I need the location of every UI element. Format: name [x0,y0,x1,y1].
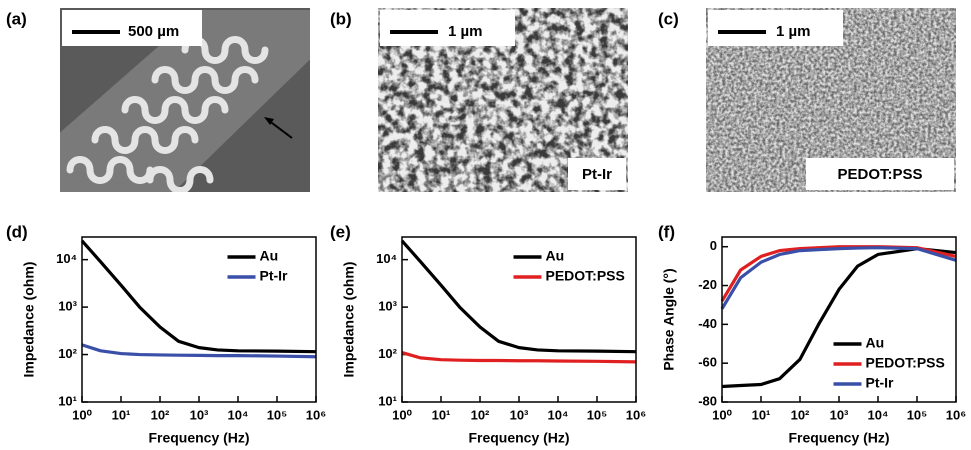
caption-box [806,158,954,190]
x-tick-label: 10¹ [112,407,131,422]
caption-box [568,158,626,190]
legend-label: Au [260,248,279,264]
y-tick-label: 10¹ [58,393,77,408]
data-line [80,239,317,354]
x-tick-label: 10⁶ [306,407,326,422]
x-tick-label: 10⁰ [712,407,732,422]
legend-label: PEDOT:PSS [866,355,945,371]
y-tick-label: 10² [58,346,77,361]
y-tick-label: -80 [698,393,717,408]
x-tick-label: 10⁵ [587,407,608,422]
y-tick-label: -60 [698,355,717,370]
x-tick-label: 10³ [190,407,209,422]
x-tick-label: 10¹ [432,407,451,422]
x-tick-label: 10¹ [752,407,771,422]
legend-label: Pt-Ir [866,375,895,391]
image-caption: PEDOT:PSS [837,166,922,183]
plot-frame [81,236,317,403]
x-tick-label: 10⁰ [72,407,92,422]
y-tick-label: -20 [698,277,717,292]
panel-label: (e) [330,222,351,241]
x-axis-label: Frequency (Hz) [148,430,249,446]
panel-label: (c) [658,9,679,28]
scale-bar-box [708,10,843,46]
y-tick-label: -40 [698,316,717,331]
scale-bar-box [62,10,202,46]
x-tick-label: 10⁰ [392,407,412,422]
x-tick-label: 10⁴ [868,407,889,422]
x-tick-label: 10² [151,407,170,422]
scale-bar-label: 500 µm [128,23,179,40]
x-tick-label: 10⁴ [228,407,249,422]
y-tick-label: 10⁴ [376,251,397,266]
panel-label: (f) [658,222,675,241]
legend-label: Au [866,335,885,351]
panel-label: (b) [330,9,352,28]
x-tick-label: 10⁶ [626,407,646,422]
y-tick-label: 10³ [378,299,397,314]
y-tick-label: 10¹ [378,393,397,408]
y-axis-label: Phase Angle (°) [661,268,677,370]
x-tick-label: 10³ [830,407,849,422]
y-tick-label: 10³ [58,299,77,314]
data-line [400,239,637,354]
legend-label: Pt-Ir [260,268,289,284]
y-tick-label: 10² [378,346,397,361]
x-tick-label: 10⁶ [946,407,966,422]
data-line [81,343,317,359]
plot-frame [401,236,637,403]
y-tick-label: 10⁴ [56,251,77,266]
plot-frame [721,236,957,403]
y-axis-label: Impedance (ohm) [21,262,37,378]
scale-bar-box [380,10,515,46]
scale-bar-label: 1 µm [776,23,811,40]
panel-label: (a) [6,9,27,28]
x-tick-label: 10² [791,407,810,422]
panel-label: (d) [6,222,28,241]
data-line [721,247,957,389]
x-tick-label: 10⁵ [267,407,288,422]
x-tick-label: 10⁴ [548,407,569,422]
x-tick-label: 10² [471,407,490,422]
x-axis-label: Frequency (Hz) [788,430,889,446]
x-tick-label: 10⁵ [907,407,928,422]
data-line [720,246,957,310]
data-line [720,245,957,302]
image-caption: Pt-Ir [582,166,612,183]
x-axis-label: Frequency (Hz) [468,430,569,446]
data-line [401,351,637,364]
y-axis-label: Impedance (ohm) [341,262,357,378]
legend-label: PEDOT:PSS [546,268,625,284]
x-tick-label: 10³ [510,407,529,422]
scale-bar-label: 1 µm [448,23,483,40]
legend-label: Au [546,248,565,264]
y-tick-label: 0 [710,238,717,253]
